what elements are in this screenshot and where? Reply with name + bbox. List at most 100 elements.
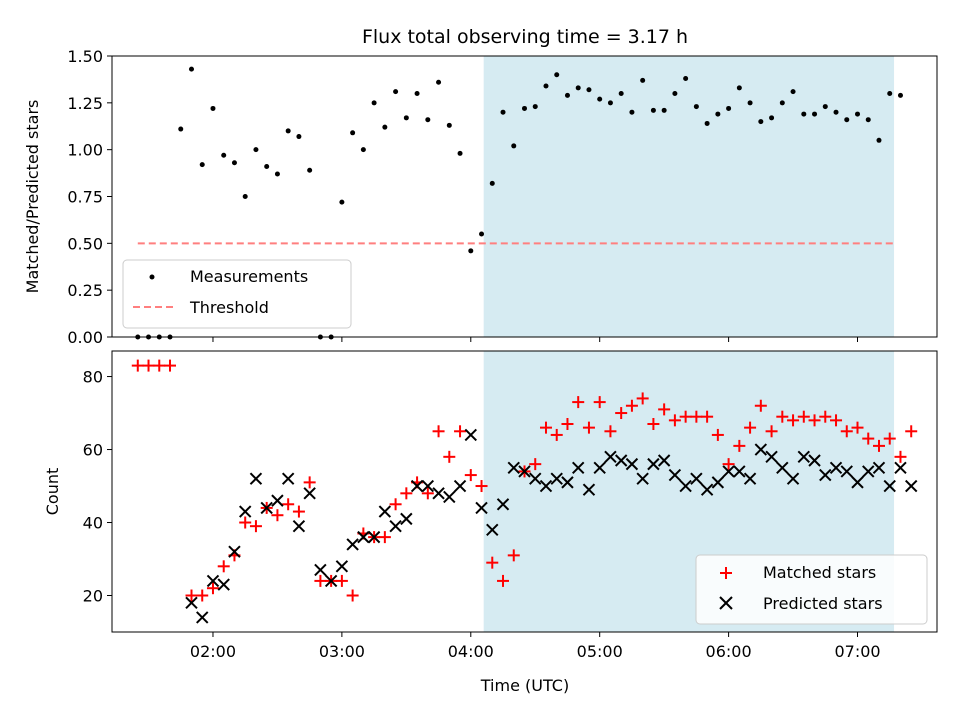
count-y-axis-label: Count [43,468,62,516]
predicted-star-point [410,479,424,493]
predicted-star-point [657,454,671,467]
matched-star-point [282,498,295,511]
predicted-star-point [378,505,392,518]
matched-legend-marker [720,567,732,579]
predicted-star-point [314,563,327,577]
measurement-point [253,147,259,153]
measurement-point [661,107,667,113]
measurement-point [672,90,678,96]
matched-star-point [830,414,843,427]
ratio-plot-area [135,66,903,340]
matched-star-point [464,469,477,482]
predicted-star-point [786,472,800,485]
ratio-panel: 0.00 0.25 0.50 0.75 1.00 1.25 1.50 Matched/Pre… [23,47,938,347]
x-tick-label: 04:00 [448,642,494,661]
matched-star-point [529,458,542,471]
measurement-point [178,126,184,132]
predicted-star-point [883,479,896,493]
measurement-point [887,90,893,96]
predicted-star-point [647,457,660,471]
predicted-star-point [324,574,338,588]
predicted-star-point [872,461,886,474]
predicted-star-point [228,545,241,558]
matched-star-point [808,414,821,427]
predicted-star-point [776,461,789,474]
predicted-star-point [582,483,596,496]
measurement-point [543,83,549,89]
predicted-star-point [743,472,757,485]
predicted-star-point [217,578,230,591]
matched-star-point [292,505,305,518]
y-tick-label: 1.25 [67,94,103,113]
matched-star-point [164,359,177,372]
measurement-point [704,120,710,126]
measurement-point [382,124,388,130]
matched-star-point [894,450,907,463]
measurement-legend-label: Measurements [190,267,308,286]
measurement-point [210,105,216,111]
measurement-point [844,117,850,123]
measurement-point [414,90,420,96]
predicted-star-point [529,472,542,485]
matched-star-point [454,425,467,438]
matched-star-point [432,425,445,438]
x-tick-label: 03:00 [319,642,365,661]
predicted-star-point [711,476,725,489]
measurement-point [747,100,753,106]
predicted-star-point [765,450,778,464]
measurement-point [618,90,624,96]
predicted-star-point [668,468,682,482]
y-tick-label: 1.00 [67,141,103,160]
measurement-point [726,105,732,111]
matched-star-point [851,421,864,434]
predicted-star-point [679,479,692,493]
matched-star-point [196,589,209,602]
predicted-star-point [281,472,295,485]
measurement-point [264,164,270,170]
y-tick-label: 20 [83,587,103,606]
predicted-star-point [593,461,606,474]
predicted-star-point [443,490,456,504]
predicted-star-point [550,472,563,485]
matched-star-point [711,428,724,441]
predicted-star-point [464,428,477,442]
measurement-point [360,147,366,153]
measurement-point [876,137,882,143]
ratio-x-axis-ticks [212,337,859,342]
matched-star-point [615,407,628,420]
matched-star-point [550,428,563,441]
predicted-star-point [700,483,714,496]
measurement-point [597,96,603,102]
matched-star-point [185,589,198,602]
matched-star-point [217,560,230,573]
matched-star-point [582,421,595,434]
measurement-point [199,162,205,168]
matched-star-point [819,410,832,423]
matched-star-point [744,421,757,434]
measurement-point [457,150,463,156]
predicted-star-point [486,523,499,537]
measurement-point [500,109,506,115]
matched-star-point [346,589,359,602]
matched-star-point [797,410,810,423]
measurement-point [758,119,764,125]
y-tick-label: 40 [83,514,103,533]
predicted-star-point [604,450,617,464]
matched-star-point [561,417,574,430]
y-tick-label: 1.50 [67,47,103,66]
y-tick-label: 60 [83,441,103,460]
predicted-star-point [367,530,381,544]
y-tick-label: 80 [83,368,103,387]
predicted-star-point [335,560,349,573]
matched-star-point [776,410,789,423]
predicted-star-point [862,465,875,478]
matched-star-point [314,574,327,587]
matched-star-point [668,414,681,427]
matched-star-point [872,439,885,452]
measurement-point [564,92,570,98]
measurement-point [586,87,592,93]
matched-star-point [443,450,456,463]
matched-legend-label: Matched stars [763,563,876,582]
measurement-point [865,117,871,123]
chart-title: Flux total observing time = 3.17 h [362,26,688,48]
